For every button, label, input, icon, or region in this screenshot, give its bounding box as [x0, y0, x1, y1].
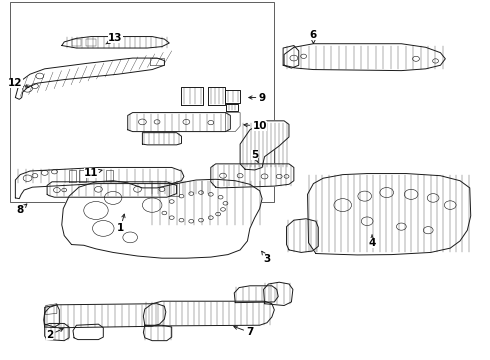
Text: 5: 5	[251, 150, 258, 163]
Text: 9: 9	[249, 93, 266, 103]
Polygon shape	[284, 44, 445, 71]
Polygon shape	[45, 305, 59, 327]
Text: 12: 12	[8, 78, 29, 88]
Polygon shape	[211, 164, 294, 188]
Polygon shape	[143, 133, 181, 145]
Text: 13: 13	[106, 33, 123, 44]
Text: 1: 1	[117, 214, 125, 233]
Polygon shape	[240, 121, 289, 170]
Text: 7: 7	[234, 326, 253, 337]
Polygon shape	[308, 174, 471, 255]
Bar	[10, 3, 274, 202]
Polygon shape	[128, 113, 230, 132]
Polygon shape	[62, 37, 169, 48]
Polygon shape	[144, 301, 274, 326]
Polygon shape	[44, 304, 166, 328]
Text: 6: 6	[310, 30, 317, 44]
Text: 10: 10	[244, 121, 267, 131]
Polygon shape	[15, 58, 164, 99]
Polygon shape	[15, 167, 184, 199]
Polygon shape	[283, 45, 299, 68]
Text: 4: 4	[368, 235, 376, 248]
Polygon shape	[47, 182, 176, 197]
Polygon shape	[144, 325, 172, 341]
Polygon shape	[264, 282, 293, 306]
Polygon shape	[73, 324, 103, 339]
Text: 3: 3	[262, 251, 270, 264]
Text: 11: 11	[84, 168, 102, 178]
Polygon shape	[45, 323, 69, 341]
Text: 8: 8	[17, 204, 27, 216]
Text: 2: 2	[46, 328, 63, 340]
Polygon shape	[287, 219, 318, 252]
Polygon shape	[62, 179, 262, 258]
Polygon shape	[234, 286, 278, 303]
